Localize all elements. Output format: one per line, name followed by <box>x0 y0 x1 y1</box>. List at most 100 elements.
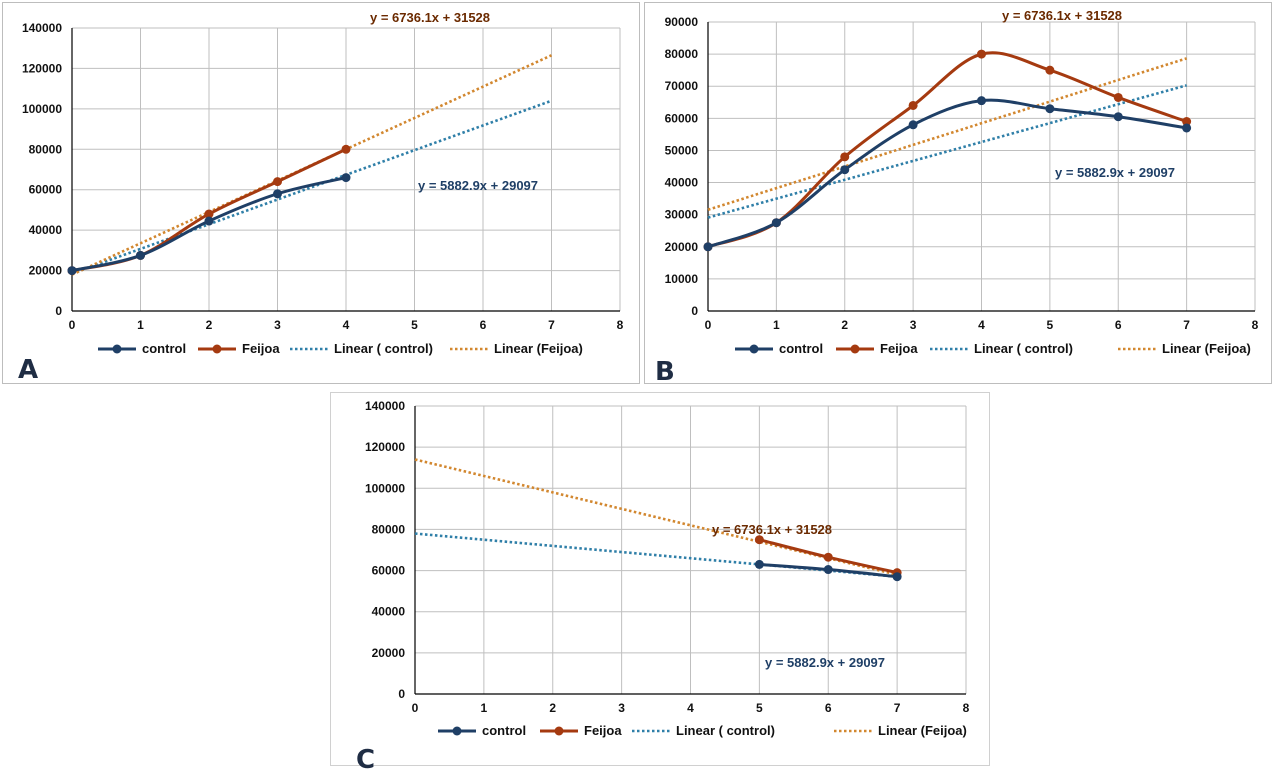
panel-c-x-tick-label: 7 <box>894 701 901 715</box>
panel-b-equation-feijoa: y = 6736.1x + 31528 <box>1002 8 1122 23</box>
panel-c-equation-feijoa: y = 6736.1x + 31528 <box>712 522 832 537</box>
panel-b-x-tick-label: 6 <box>1115 318 1122 332</box>
panel-b-feijoa-point <box>908 100 918 110</box>
panel-a-x-tick-label: 7 <box>548 318 555 332</box>
panel-c-x-tick-label: 2 <box>549 701 556 715</box>
panel-c-x-tick-label: 0 <box>412 701 419 715</box>
panel-b-y-tick-label: 0 <box>691 304 698 318</box>
panel-b-x-tick-label: 7 <box>1183 318 1190 332</box>
panel-c-control-point <box>754 559 764 569</box>
panel-a-feijoa-point <box>341 144 351 154</box>
panel-b-control-point <box>703 242 713 252</box>
panel-b-feijoa-point <box>1045 65 1055 75</box>
panel-c-x-tick-label: 3 <box>618 701 625 715</box>
panel-c-legend: control Feijoa Linear ( control) Linear (Fe… <box>438 723 967 738</box>
panel-b-control-point <box>1045 104 1055 114</box>
panel-b-y-tick-label: 50000 <box>665 143 699 157</box>
panel-c-chart: 0 1 2 3 4 5 6 7 8 0 20000 40000 60000 80000 100000 1200… <box>356 399 970 771</box>
panel-c-x-tick-label: 8 <box>963 701 970 715</box>
panel-a-feijoa-point <box>273 177 282 187</box>
panel-b-trendline-control <box>707 84 1187 219</box>
panel-c-legend-control-marker <box>452 726 462 736</box>
panel-a-feijoa-point <box>204 209 214 219</box>
panel-b-x-tick-label: 8 <box>1252 318 1259 332</box>
panel-c-legend-feijoa-label: Feijoa <box>584 723 622 738</box>
panel-b-feijoa-point <box>840 152 850 162</box>
panel-a-y-tick-label: 120000 <box>22 61 62 75</box>
panel-a-control-point <box>67 266 77 276</box>
panel-a-legend-feijoa-marker <box>212 344 222 354</box>
panel-b-legend-control-label: control <box>779 341 823 356</box>
panel-c-y-tick-label: 100000 <box>365 481 405 495</box>
panel-b-y-tick-label: 30000 <box>665 208 699 222</box>
panel-b-y-tick-label: 20000 <box>665 240 699 254</box>
panel-c-y-tick-label: 80000 <box>372 522 406 536</box>
panel-b-series-control-line <box>707 98 1187 249</box>
panel-b-feijoa-point <box>1113 92 1123 102</box>
panel-a-x-tick-label: 2 <box>206 318 213 332</box>
panel-b-trendline-feijoa <box>707 57 1188 211</box>
panel-b-legend-linear_control-label: Linear ( control) <box>974 341 1073 356</box>
panel-a-y-tick-label: 20000 <box>29 264 63 278</box>
panel-c-y-tick-label: 140000 <box>365 399 405 413</box>
panel-b-chart: 0 1 2 3 4 5 6 7 8 0 10000 20000 30000 40000 50000 60000… <box>655 8 1259 387</box>
panel-c-control-point <box>823 565 833 575</box>
panel-b-control-point <box>977 96 986 106</box>
panel-c-feijoa-point <box>823 552 833 562</box>
panel-b-legend-feijoa-label: Feijoa <box>880 341 918 356</box>
panel-c-legend-linear_control-label: Linear ( control) <box>676 723 775 738</box>
panel-c-letter: C <box>356 745 375 771</box>
panel-b-y-tick-label: 80000 <box>665 47 699 61</box>
panel-c-y-tick-label: 120000 <box>365 440 405 454</box>
panel-b-x-tick-label: 3 <box>910 318 917 332</box>
panel-b-x-tick-label: 4 <box>978 318 985 332</box>
panel-c-control-point <box>892 572 902 582</box>
panel-a-y-tick-label: 140000 <box>22 21 62 35</box>
panel-a-legend: control Feijoa Linear ( control) Linear (Fe… <box>98 341 583 356</box>
panel-b-y-tick-label: 60000 <box>665 111 699 125</box>
panel-a-y-tick-label: 100000 <box>22 102 62 116</box>
panel-a-y-tick-label: 40000 <box>29 223 63 237</box>
panel-b-equation-control: y = 5882.9x + 29097 <box>1055 165 1175 180</box>
panel-b-legend-control-marker <box>749 344 759 354</box>
panel-a-legend-linear_feijoa-label: Linear (Feijoa) <box>494 341 583 356</box>
panel-a-y-tick-label: 60000 <box>29 183 63 197</box>
panel-c-y-tick-label: 20000 <box>372 646 406 660</box>
panel-c-x-tick-label: 1 <box>481 701 488 715</box>
panel-b-x-tick-label: 0 <box>705 318 712 332</box>
panel-a-x-tick-label: 6 <box>480 318 487 332</box>
panel-c-frame <box>330 392 990 766</box>
panel-a-control-point <box>273 189 282 199</box>
panel-a-chart: 0 1 2 3 4 5 6 7 8 0 20000 40000 60000 80000 100000 1200… <box>18 10 624 385</box>
panel-a-letter: A <box>18 355 38 385</box>
panel-c-y-tick-label: 60000 <box>372 564 406 578</box>
panel-b-x-tick-label: 5 <box>1047 318 1054 332</box>
panel-b-letter: B <box>655 357 675 387</box>
panel-c-x-tick-label: 4 <box>687 701 694 715</box>
panel-b-feijoa-point <box>977 49 986 59</box>
panel-c-legend-feijoa-marker <box>554 726 564 736</box>
panel-b-feijoa-point <box>1182 117 1192 127</box>
panel-b-y-tick-label: 40000 <box>665 176 699 190</box>
panel-c-x-tick-label: 5 <box>756 701 763 715</box>
panel-c-x-tick-label: 6 <box>825 701 832 715</box>
panel-c-legend-linear_feijoa-label: Linear (Feijoa) <box>878 723 967 738</box>
panel-c-y-tick-label: 0 <box>398 687 405 701</box>
panel-b-control-point <box>1113 112 1123 122</box>
panel-a-x-tick-label: 0 <box>69 318 76 332</box>
panel-a-x-tick-label: 1 <box>137 318 144 332</box>
panel-a-x-tick-label: 8 <box>617 318 624 332</box>
panel-c-equation-control: y = 5882.9x + 29097 <box>765 655 885 670</box>
panel-b-y-tick-label: 70000 <box>665 79 699 93</box>
panel-a-control-point <box>204 216 214 226</box>
panel-b-legend: control Feijoa Linear ( control) Linear (Fe… <box>735 341 1251 356</box>
panel-c-feijoa-point <box>754 535 764 545</box>
panel-a-control-point <box>136 250 145 260</box>
panel-a-x-tick-label: 4 <box>343 318 350 332</box>
panel-b-y-tick-label: 90000 <box>665 15 699 29</box>
panel-a-x-tick-label: 3 <box>274 318 281 332</box>
panel-b-control-point <box>908 120 918 130</box>
panel-b-x-tick-label: 2 <box>841 318 848 332</box>
panel-b-legend-linear_feijoa-label: Linear (Feijoa) <box>1162 341 1251 356</box>
